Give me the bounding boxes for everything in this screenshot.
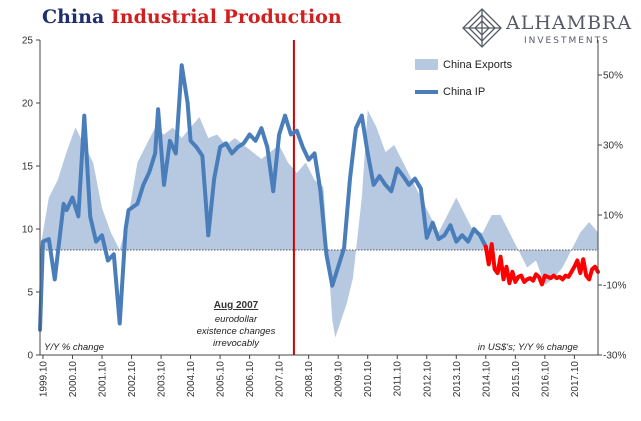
legend: China Exports China IP	[415, 59, 513, 98]
left-tick-label: 15	[22, 162, 34, 173]
ip-line-recent-segment	[483, 242, 600, 287]
x-tick-label: 2013.10	[452, 361, 463, 398]
legend-label-ip: China IP	[443, 86, 485, 98]
left-axis-label: Y/Y % change	[44, 342, 104, 353]
chart-title: China Industrial Production	[42, 6, 342, 28]
x-tick-label: 2011.10	[393, 361, 404, 397]
right-tick-label: -30%	[603, 351, 626, 362]
legend-swatch-exports	[415, 59, 438, 70]
x-tick-label: 2014.10	[481, 361, 492, 398]
x-tick-label: 2005.10	[216, 361, 227, 398]
left-tick-label: 0	[27, 351, 33, 362]
right-tick-label: -10%	[603, 281, 626, 292]
diamond-emblem-icon	[462, 8, 502, 48]
legend-label-exports: China Exports	[443, 59, 513, 71]
event-annotation-line: existence changes	[197, 326, 276, 337]
right-axis-label: in US$'s; Y/Y % change	[478, 342, 578, 353]
right-tick-label: 10%	[603, 211, 623, 222]
x-tick-label: 1999.10	[38, 361, 49, 398]
x-tick-label: 2007.10	[275, 361, 286, 398]
alhambra-logo: ALHAMBRA INVESTMENTS	[462, 8, 632, 52]
x-tick-label: 2006.10	[245, 361, 256, 398]
ip-line-layer	[38, 63, 600, 332]
event-annotation-line: irrevocably	[213, 338, 260, 349]
x-tick-label: 2009.10	[334, 361, 345, 398]
x-tick-label: 2016.10	[540, 361, 551, 398]
ip-line	[38, 63, 488, 332]
event-annotation-line: eurodollar	[215, 314, 258, 325]
logo-subtitle: INVESTMENTS	[524, 36, 610, 46]
event-date-label: Aug 2007	[214, 300, 259, 311]
right-tick-label: 50%	[603, 71, 623, 82]
exports-area	[40, 110, 598, 338]
title-part-china: China	[42, 6, 105, 28]
x-tick-label: 2002.10	[127, 361, 138, 398]
x-tick-label: 2000.10	[68, 361, 79, 398]
x-tick-label: 2017.10	[570, 361, 581, 398]
left-tick-label: 10	[22, 225, 34, 236]
x-tick-label: 2015.10	[511, 361, 522, 398]
x-tick-label: 2012.10	[422, 361, 433, 398]
left-tick-label: 20	[22, 99, 34, 110]
title-part-industrial-production: Industrial Production	[110, 6, 342, 28]
x-tick-label: 2008.10	[304, 361, 315, 398]
exports-area-layer	[40, 110, 598, 338]
x-tick-label: 2001.10	[98, 361, 109, 398]
logo-name: ALHAMBRA	[506, 12, 633, 34]
x-tick-label: 2010.10	[363, 361, 374, 398]
left-tick-label: 25	[22, 36, 34, 47]
right-tick-label: 30%	[603, 141, 623, 152]
x-tick-label: 2004.10	[186, 361, 197, 398]
left-tick-label: 5	[27, 288, 33, 299]
x-tick-label: 2003.10	[157, 361, 168, 398]
axes-layer: 0 5 10 15 20 25 -30% -10% 10% 30% 50% 1999.10 2000.1…	[22, 36, 627, 398]
